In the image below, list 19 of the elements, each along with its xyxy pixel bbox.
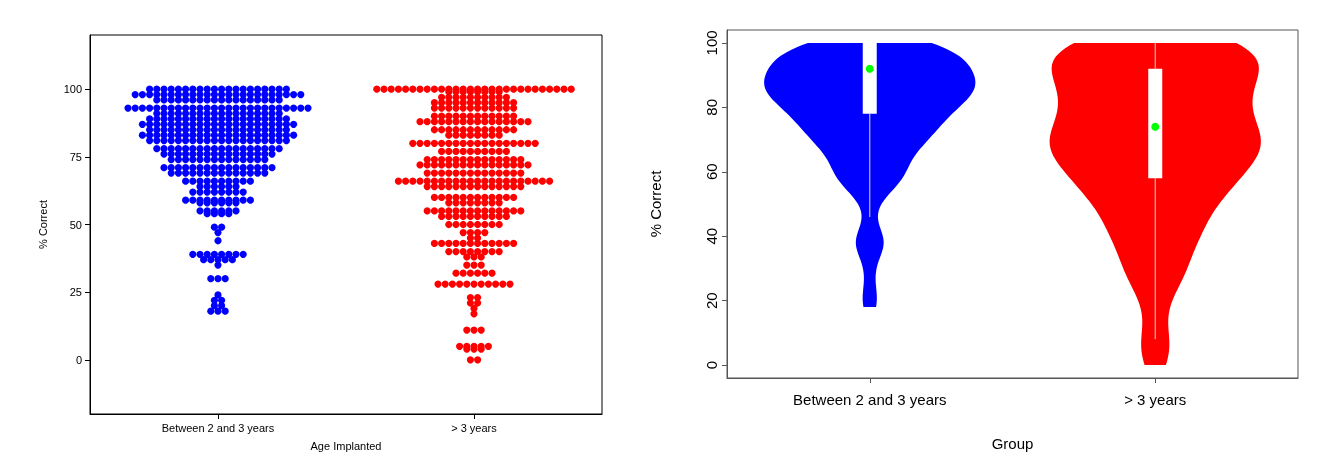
y-tick-label: 75 (69, 150, 82, 163)
y-tick-label: 0 (75, 353, 82, 366)
y-axis-title: % Correct (647, 169, 664, 238)
y-tick-label: 0 (703, 360, 720, 370)
y-axis-title: % Correct (36, 200, 49, 249)
y-tick-label: 80 (703, 98, 720, 116)
x-tick-label: > 3 years (1124, 391, 1187, 408)
y-tick-label: 100 (703, 30, 720, 56)
x-tick-label: Between 2 and 3 years (161, 421, 275, 434)
y-tick-label: 20 (703, 292, 720, 310)
x-axis-title: Group (991, 435, 1034, 452)
x-tick-label: Between 2 and 3 years (793, 391, 947, 408)
y-tick-label: 25 (69, 286, 82, 299)
y-tick-label: 40 (703, 227, 720, 245)
y-tick-label: 100 (63, 83, 82, 96)
x-tick-label: > 3 years (451, 421, 498, 434)
y-tick-label: 50 (69, 218, 82, 231)
x-axis-title: Age Implanted (310, 439, 382, 452)
y-tick-label: 60 (703, 163, 720, 181)
